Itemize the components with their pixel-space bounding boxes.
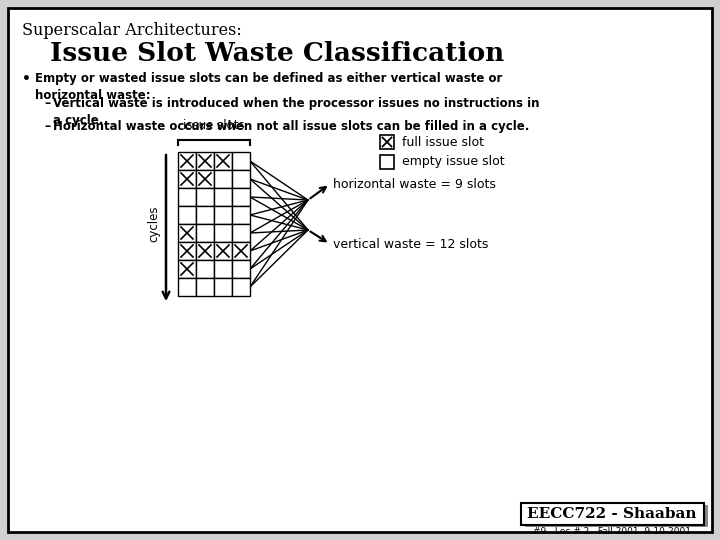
Text: Vertical waste is introduced when the processor issues no instructions in
a cycl: Vertical waste is introduced when the pr… [53, 97, 539, 127]
Bar [214, 188, 232, 206]
Bar [196, 188, 214, 206]
Bar [380, 135, 394, 149]
Bar [232, 278, 250, 296]
Bar [232, 152, 250, 170]
Bar [232, 260, 250, 278]
Bar [214, 152, 232, 170]
Bar [178, 224, 196, 242]
Text: empty issue slot: empty issue slot [402, 156, 505, 168]
Bar [196, 170, 214, 188]
Bar [196, 152, 214, 170]
Bar [214, 278, 232, 296]
Bar [525, 505, 708, 527]
Bar [196, 260, 214, 278]
Bar [196, 242, 214, 260]
Bar [214, 260, 232, 278]
Text: Issue Slot Waste Classification: Issue Slot Waste Classification [50, 41, 504, 66]
Bar [380, 155, 394, 169]
Bar [178, 278, 196, 296]
Bar [214, 206, 232, 224]
Text: horizontal waste = 9 slots: horizontal waste = 9 slots [333, 178, 496, 191]
Text: cycles: cycles [148, 206, 161, 242]
Bar [196, 278, 214, 296]
Bar [178, 170, 196, 188]
Bar [214, 242, 232, 260]
Bar [178, 152, 196, 170]
Text: –: – [44, 120, 50, 133]
Bar [178, 206, 196, 224]
Text: Superscalar Architectures:: Superscalar Architectures: [22, 22, 242, 39]
Text: EECC722 - Shaaban: EECC722 - Shaaban [527, 507, 697, 521]
Bar [178, 260, 196, 278]
Text: •: • [22, 72, 31, 86]
Bar [232, 188, 250, 206]
Text: #9   Lec # 2   Fall 2001  9-10-2001: #9 Lec # 2 Fall 2001 9-10-2001 [533, 526, 691, 536]
Bar [232, 170, 250, 188]
Bar [214, 224, 232, 242]
Text: Horizontal waste occurs when not all issue slots can be filled in a cycle.: Horizontal waste occurs when not all iss… [53, 120, 529, 133]
Text: –: – [44, 97, 50, 110]
Text: Empty or wasted issue slots can be defined as either vertical waste or
horizonta: Empty or wasted issue slots can be defin… [35, 72, 503, 102]
Bar [232, 242, 250, 260]
Bar [521, 503, 704, 525]
Bar [232, 224, 250, 242]
Bar [196, 224, 214, 242]
Bar [178, 188, 196, 206]
Text: issue slots: issue slots [183, 119, 245, 132]
Bar [196, 206, 214, 224]
Bar [178, 242, 196, 260]
Bar [232, 206, 250, 224]
Text: vertical waste = 12 slots: vertical waste = 12 slots [333, 238, 488, 251]
Bar [214, 170, 232, 188]
Text: full issue slot: full issue slot [402, 136, 484, 148]
